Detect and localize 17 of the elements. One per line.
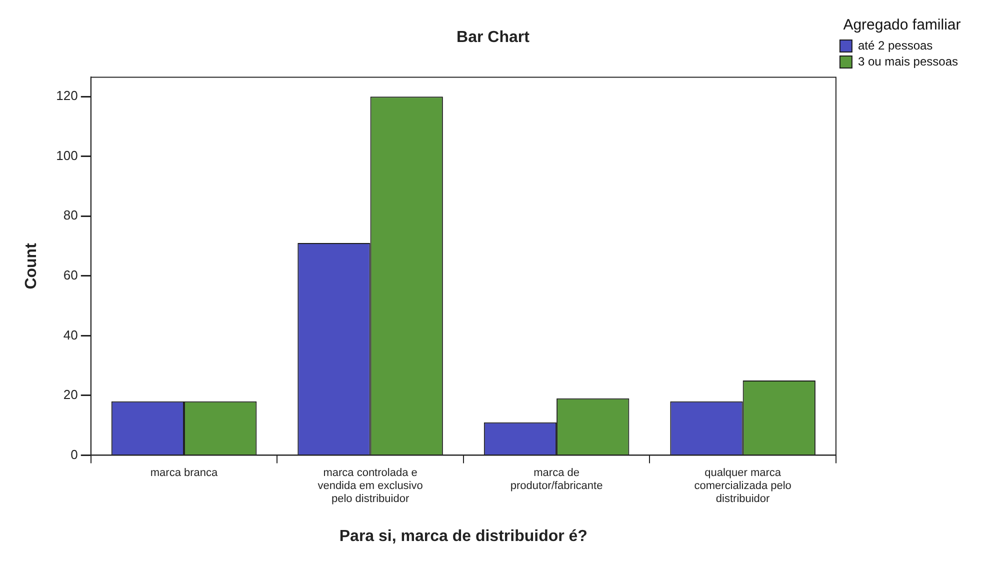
x-axis-title: Para si, marca de distribuidor é? [339,528,588,545]
x-tick-label: marca controlada e vendida em exclusivo pelo distribuidor [318,466,423,506]
legend-label: até 2 pessoas [858,38,933,52]
legend-title: Agregado familiar [843,16,961,34]
legend-label: 3 ou mais pessoas [858,54,958,68]
y-tick-label: 80 [63,208,78,223]
chart-title: Bar Chart [456,29,530,46]
y-tick-label: 20 [63,387,78,402]
x-tick-label: marca branca [150,466,219,479]
y-tick-label: 40 [63,327,78,342]
y-tick-label: 100 [56,148,78,163]
x-tick-label: marca de produtor/fabricante [510,466,603,492]
y-tick-label: 120 [56,88,78,104]
y-tick-label: 60 [63,267,78,282]
y-tick-label: 0 [70,446,78,462]
y-axis-title: Count [23,242,40,290]
x-tick-label: qualquer marca comercializada pelo distribuidor [694,466,792,506]
